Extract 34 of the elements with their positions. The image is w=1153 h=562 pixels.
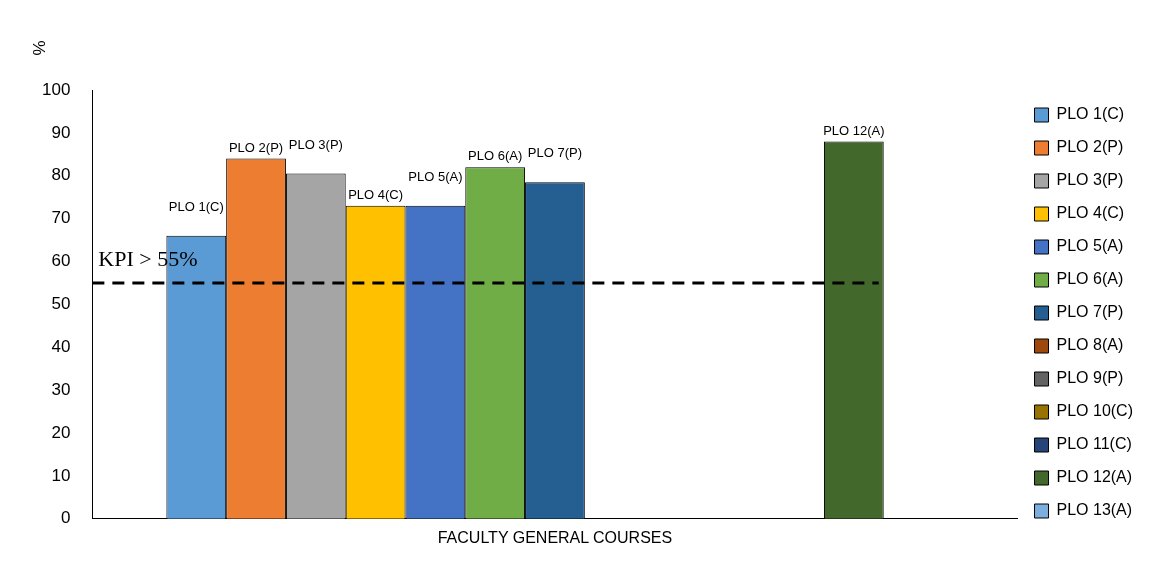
y-tick-label: 20 [51,422,71,442]
text: PLO 1(C) [168,198,224,214]
legend-label: PLO 7(P) [1056,303,1124,321]
x-tick-label: FACULTY GENERAL COURSES [437,528,673,546]
y-tick-label: 90 [51,122,71,142]
text: PLO 12(A) [823,122,885,138]
legend-label: PLO 3(P) [1056,171,1124,189]
legend-label: PLO 9(P) [1056,369,1124,387]
y-tick-label: 30 [51,379,71,399]
legend-label: PLO 13(A) [1056,501,1133,519]
legend-label: PLO 1(C) [1056,105,1125,123]
y-tick-label: 100 [41,79,71,99]
y-tick-label: 40 [51,336,71,356]
y-tick-label: 0 [60,508,71,528]
y-tick-label: 70 [51,208,71,228]
text: PLO 5(A) [408,168,463,184]
y-tick-label: 80 [51,165,71,185]
text: PLO 4(C) [348,186,404,202]
legend-label: PLO 10(C) [1056,402,1133,420]
legend-label: PLO 5(A) [1056,237,1124,255]
y-axis-title: % [29,40,49,56]
legend-label: PLO 4(C) [1056,204,1125,222]
legend-label: PLO 12(A) [1056,468,1133,486]
text: PLO 6(A) [468,148,523,164]
y-tick-label: 10 [51,465,71,485]
legend-label: PLO 8(A) [1056,336,1124,354]
legend-label: PLO 6(A) [1056,270,1124,288]
y-tick-label: 50 [51,294,71,314]
y-tick-label: 60 [51,251,71,271]
text: PLO 3(P) [288,136,343,152]
legend-label: PLO 11(C) [1056,435,1132,453]
text: PLO 7(P) [527,145,583,161]
legend-label: PLO 2(P) [1056,138,1124,156]
text: PLO 2(P) [228,139,284,155]
